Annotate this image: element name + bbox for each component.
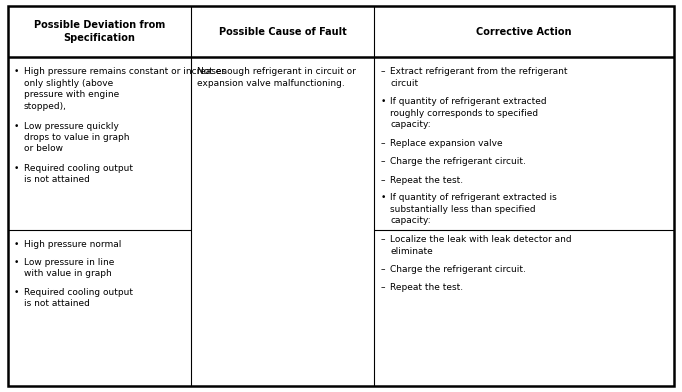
Text: Possible Cause of Fault: Possible Cause of Fault <box>219 27 346 36</box>
Text: Extract refrigerant from the refrigerant
circuit: Extract refrigerant from the refrigerant… <box>390 67 568 88</box>
Text: Charge the refrigerant circuit.: Charge the refrigerant circuit. <box>390 265 527 274</box>
Text: Low pressure quickly
drops to value in graph
or below: Low pressure quickly drops to value in g… <box>24 122 130 153</box>
Text: High pressure remains constant or increases
only slightly (above
pressure with e: High pressure remains constant or increa… <box>24 67 226 111</box>
Text: Required cooling output
is not attained: Required cooling output is not attained <box>24 163 133 184</box>
Text: •: • <box>14 163 19 172</box>
Text: Corrective Action: Corrective Action <box>477 27 572 36</box>
Text: Repeat the test.: Repeat the test. <box>390 283 464 292</box>
Text: –: – <box>381 236 385 245</box>
Text: –: – <box>381 176 385 185</box>
Text: Low pressure in line
with value in graph: Low pressure in line with value in graph <box>24 258 115 278</box>
Text: •: • <box>14 122 19 131</box>
Text: •: • <box>14 240 19 249</box>
Text: Required cooling output
is not attained: Required cooling output is not attained <box>24 288 133 308</box>
Text: If quantity of refrigerant extracted
roughly corresponds to specified
capacity:: If quantity of refrigerant extracted rou… <box>390 97 547 129</box>
Text: •: • <box>381 193 386 202</box>
Text: –: – <box>381 283 385 292</box>
Text: •: • <box>14 258 19 267</box>
Text: –: – <box>381 265 385 274</box>
Text: High pressure normal: High pressure normal <box>24 240 121 249</box>
Text: –: – <box>381 139 385 148</box>
Text: If quantity of refrigerant extracted is
substantially less than specified
capaci: If quantity of refrigerant extracted is … <box>390 193 557 225</box>
Text: Localize the leak with leak detector and
eliminate: Localize the leak with leak detector and… <box>390 236 572 256</box>
Text: Not enough refrigerant in circuit or
expansion valve malfunctioning.: Not enough refrigerant in circuit or exp… <box>197 67 356 88</box>
Text: •: • <box>14 288 19 297</box>
Text: –: – <box>381 67 385 76</box>
Text: Repeat the test.: Repeat the test. <box>390 176 464 185</box>
Text: Replace expansion valve: Replace expansion valve <box>390 139 503 148</box>
Text: Charge the refrigerant circuit.: Charge the refrigerant circuit. <box>390 157 527 166</box>
Text: •: • <box>381 97 386 106</box>
Text: Possible Deviation from
Specification: Possible Deviation from Specification <box>34 20 165 43</box>
Text: •: • <box>14 67 19 76</box>
Text: –: – <box>381 157 385 166</box>
